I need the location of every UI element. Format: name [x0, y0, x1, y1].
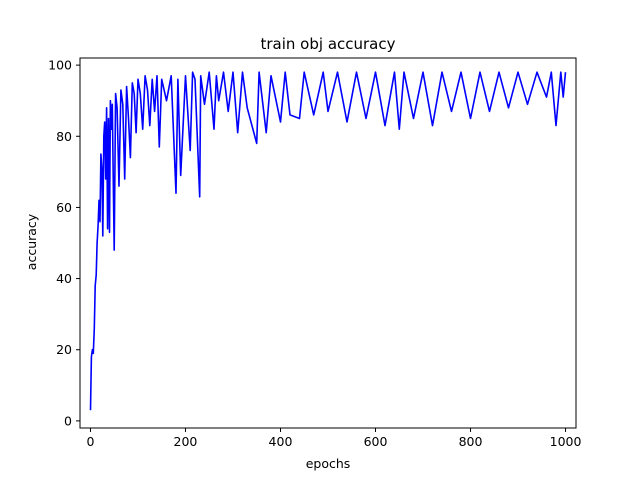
y-axis-label: accuracy — [24, 213, 39, 270]
x-tick-label: 400 — [269, 434, 293, 449]
x-tick-label: 600 — [364, 434, 388, 449]
x-axis-label: epochs — [306, 456, 351, 471]
y-tick-label: 40 — [56, 271, 72, 286]
axes-frame — [79, 57, 577, 429]
x-tick-label: 200 — [174, 434, 198, 449]
y-tick-label: 60 — [56, 200, 72, 215]
plot-area: 0 200 400 600 800 1000 0 20 40 60 80 100 — [48, 57, 582, 449]
y-tick-label: 100 — [48, 58, 72, 73]
series-line-0 — [89, 71, 567, 411]
x-tick-label: 1000 — [550, 434, 582, 449]
x-tick-label: 800 — [459, 434, 483, 449]
y-tick-label: 0 — [64, 413, 72, 428]
y-tick-label: 80 — [56, 129, 72, 144]
x-tick-label: 0 — [86, 434, 94, 449]
chart-title: train obj accuracy — [261, 35, 396, 53]
y-tick-label: 20 — [56, 342, 72, 357]
